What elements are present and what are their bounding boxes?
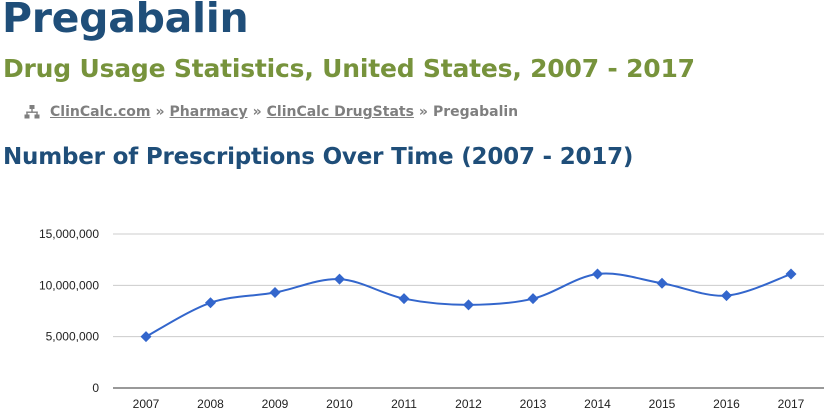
data-point-2015[interactable]	[656, 277, 668, 289]
x-tick-label: 2007	[133, 397, 160, 411]
breadcrumb-link-pharmacy[interactable]: Pharmacy	[169, 104, 248, 120]
breadcrumb-separator: »	[155, 104, 165, 120]
breadcrumb-separator: »	[252, 104, 262, 120]
x-tick-label: 2009	[262, 397, 289, 411]
y-tick-label: 10,000,000	[39, 278, 99, 292]
sitemap-icon	[24, 105, 40, 119]
page-subtitle: Drug Usage Statistics, United States, 20…	[3, 54, 695, 83]
data-point-2016[interactable]	[721, 290, 732, 302]
x-tick-label: 2015	[649, 397, 676, 411]
chart-gridlines	[113, 233, 824, 389]
x-tick-label: 2014	[584, 397, 611, 411]
breadcrumb-current: Pregabalin	[432, 104, 519, 120]
data-point-2017[interactable]	[785, 268, 797, 280]
y-tick-label: 5,000,000	[46, 330, 100, 344]
data-point-2012[interactable]	[463, 299, 474, 311]
x-axis-ticks: 2007 2008 2009 2010 2011 2012 2013 2014 2015 2016…	[133, 397, 805, 411]
x-tick-label: 2010	[326, 397, 353, 411]
section-heading: Number of Prescriptions Over Time (2007 …	[3, 144, 634, 170]
y-axis-ticks: 0 5,000,000 10,000,000 15,000,000	[39, 227, 99, 395]
x-tick-label: 2016	[713, 397, 740, 411]
data-point-2014[interactable]	[592, 268, 603, 280]
y-tick-label: 15,000,000	[39, 227, 99, 241]
breadcrumb-separator: »	[418, 104, 428, 120]
x-tick-label: 2013	[520, 397, 547, 411]
x-tick-label: 2011	[391, 397, 417, 411]
x-tick-label: 2012	[455, 397, 482, 411]
series-prescriptions	[140, 268, 797, 343]
data-point-2009[interactable]	[269, 287, 281, 299]
data-point-2010[interactable]	[334, 273, 345, 285]
breadcrumb-link-drugstats[interactable]: ClinCalc DrugStats	[266, 104, 414, 120]
data-point-2013[interactable]	[527, 293, 539, 305]
x-tick-label: 2017	[778, 397, 805, 411]
x-tick-label: 2008	[197, 397, 224, 411]
breadcrumb-link-clincalc[interactable]: ClinCalc.com	[50, 104, 151, 120]
data-point-2007[interactable]	[140, 331, 152, 343]
data-point-2008[interactable]	[205, 297, 216, 309]
breadcrumb: ClinCalc.com » Pharmacy » ClinCalc DrugS…	[24, 102, 518, 122]
data-point-2011[interactable]	[398, 293, 410, 305]
y-tick-label: 0	[92, 381, 99, 395]
page-title: Pregabalin	[2, 0, 249, 42]
